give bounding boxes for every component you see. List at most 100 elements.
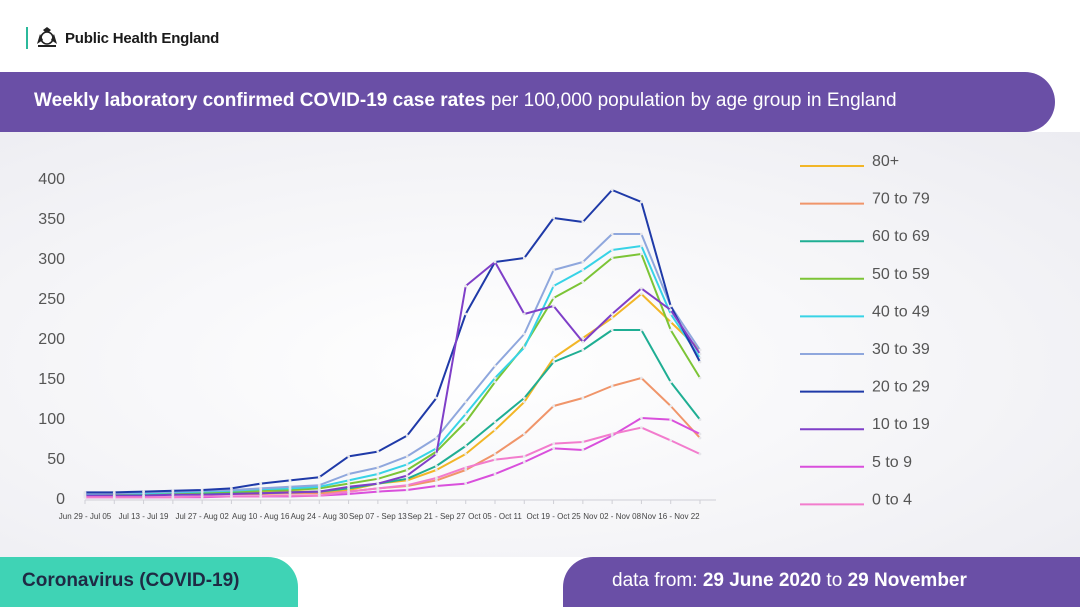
x-tick-label: Nov 16 - Nov 22 (642, 512, 700, 521)
data-point (640, 200, 643, 204)
data-point (610, 316, 614, 320)
legend-label: 20 to 29 (872, 379, 930, 396)
legend-label: 10 to 19 (872, 416, 930, 433)
data-point (610, 384, 614, 388)
data-point (522, 332, 526, 336)
data-point (581, 440, 585, 444)
data-point (230, 487, 233, 490)
x-tick-label: Nov 02 - Nov 08 (583, 512, 641, 521)
data-point (581, 220, 585, 224)
data-point (581, 260, 585, 264)
data-point (669, 404, 673, 408)
data-point (522, 396, 526, 400)
data-point (669, 328, 673, 332)
data-point (112, 491, 116, 494)
data-point (640, 376, 643, 380)
date-range-prefix: data from: (612, 570, 698, 591)
data-point (581, 396, 585, 400)
data-point (522, 346, 526, 349)
x-tick-label: Sep 21 - Sep 27 (408, 512, 466, 521)
data-point (552, 284, 555, 288)
data-point (405, 468, 409, 472)
series-line-30-to-39 (85, 233, 701, 495)
data-point (376, 487, 380, 490)
data-point (581, 336, 585, 340)
data-point (610, 328, 614, 332)
data-point (552, 447, 555, 450)
x-tick-label: Aug 24 - Aug 30 (291, 512, 349, 521)
data-point (142, 495, 145, 499)
data-point (698, 348, 702, 352)
date-range-mid: to (826, 570, 843, 591)
series-line-20-to-29 (85, 189, 701, 494)
royal-crest-icon (37, 27, 57, 47)
data-point (347, 485, 350, 489)
data-point (464, 312, 468, 316)
data-point (493, 380, 497, 384)
data-point (552, 304, 555, 308)
data-point (405, 488, 409, 492)
x-tick-label: Aug 10 - Aug 16 (232, 512, 290, 521)
data-point (610, 312, 614, 316)
data-point (376, 490, 380, 493)
data-point (317, 490, 321, 493)
data-point (405, 477, 409, 481)
data-point (698, 352, 702, 356)
data-point (581, 348, 585, 352)
data-point (464, 400, 468, 404)
data-point (581, 280, 585, 284)
x-tick-label: Jul 27 - Aug 02 (175, 512, 229, 521)
data-point (435, 476, 438, 480)
data-point (552, 404, 555, 408)
legend-label: 80+ (872, 153, 899, 170)
data-point (288, 485, 292, 489)
date-range-end: 29 November (847, 570, 967, 591)
title-band (0, 72, 1055, 132)
data-point (347, 479, 350, 482)
data-point (581, 448, 585, 452)
data-point (698, 376, 702, 380)
series-line-40-to-49 (84, 245, 701, 495)
chart-background (0, 132, 1080, 557)
data-point (610, 188, 614, 192)
y-tick-label: 0 (56, 491, 65, 508)
data-point (669, 312, 673, 316)
data-point (493, 420, 497, 424)
data-point (552, 216, 555, 220)
data-point (376, 450, 380, 453)
chart-title-bold: Weekly laboratory confirmed COVID-19 cas… (34, 90, 486, 111)
data-point (347, 490, 350, 493)
data-point (259, 495, 263, 498)
data-point (522, 256, 526, 260)
data-point (230, 495, 233, 498)
logo-divider (26, 27, 28, 49)
data-point (464, 412, 468, 416)
data-point (493, 260, 497, 264)
data-point (493, 428, 497, 432)
data-point (405, 463, 409, 466)
y-tick-label: 300 (38, 251, 65, 268)
data-point (669, 380, 673, 384)
data-point (464, 444, 468, 448)
data-point (669, 439, 673, 442)
data-point (640, 416, 643, 420)
data-point (435, 436, 438, 440)
series-line-0-to-4 (85, 426, 701, 499)
series-line-10-to-19 (85, 261, 701, 497)
y-tick-label: 250 (38, 291, 65, 308)
data-point (464, 284, 468, 288)
data-point (640, 292, 643, 296)
x-tick-label: Jul 13 - Jul 19 (119, 512, 169, 521)
footer-date-range: data from: 29 June 2020 to 29 November (612, 570, 967, 592)
data-point (698, 436, 702, 440)
legend-label: 30 to 39 (872, 341, 930, 358)
series-line-70-to-79 (85, 377, 701, 496)
data-point (171, 495, 175, 499)
data-point (347, 455, 350, 458)
data-point (493, 452, 497, 456)
org-name: Public Health England (65, 30, 220, 47)
data-point (171, 493, 175, 497)
data-point (464, 452, 468, 456)
footer-topic-label: Coronavirus (COVID-19) (22, 570, 240, 591)
data-point (698, 452, 702, 456)
